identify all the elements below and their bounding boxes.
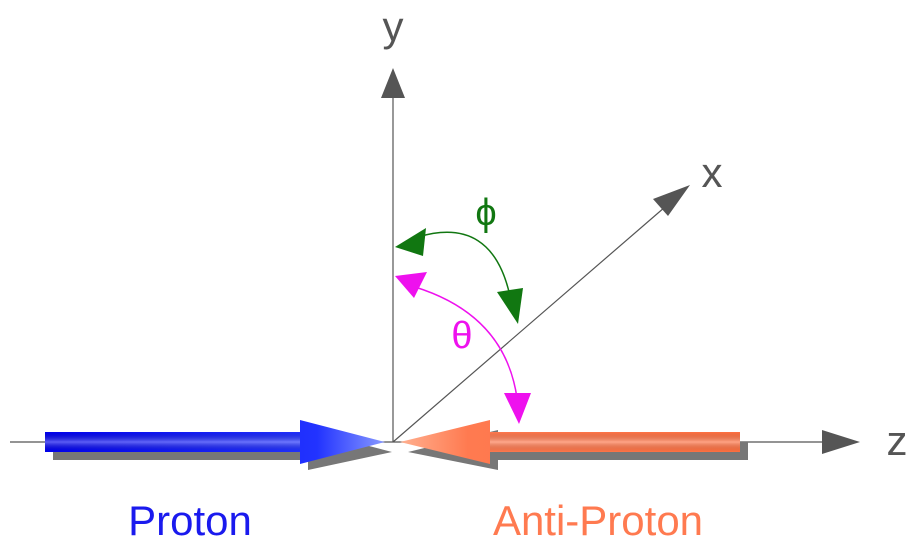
x-arrowhead bbox=[653, 185, 690, 216]
axes bbox=[10, 68, 860, 454]
proton-label: Proton bbox=[128, 497, 252, 544]
phi-label: ϕ bbox=[475, 192, 496, 234]
anti-proton-arrow bbox=[400, 420, 748, 470]
anti-proton-label: Anti-Proton bbox=[493, 497, 703, 544]
theta-label: θ bbox=[451, 315, 472, 357]
z-label: z bbox=[887, 417, 908, 464]
y-arrowhead bbox=[381, 68, 405, 98]
z-arrowhead bbox=[822, 430, 860, 454]
diagram: y x z ϕ θ Proton Anti-Proton bbox=[0, 0, 911, 550]
proton-arrow bbox=[45, 420, 392, 470]
y-label: y bbox=[383, 3, 404, 50]
x-axis bbox=[393, 207, 665, 442]
x-label: x bbox=[702, 149, 723, 196]
